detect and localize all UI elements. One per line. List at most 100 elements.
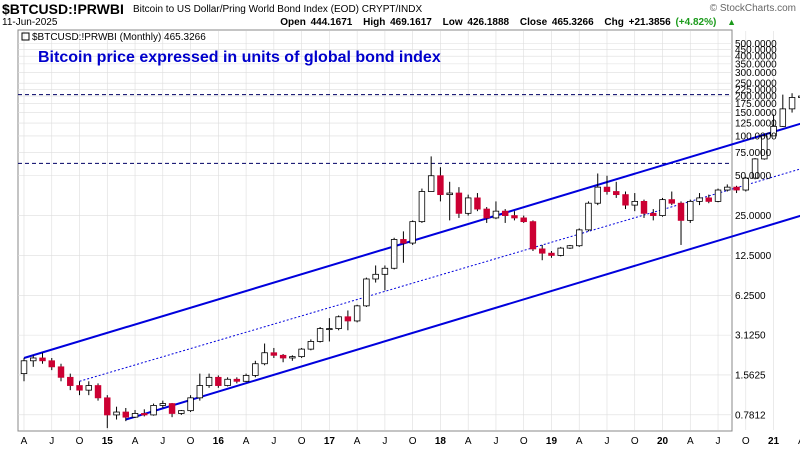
candle-body — [474, 197, 481, 210]
candle-body — [178, 410, 185, 414]
candle-body — [159, 403, 167, 406]
y-tick-label: 350.0000 — [735, 59, 777, 70]
y-tick-label: 500.0000 — [735, 39, 777, 50]
x-tick-label: O — [76, 436, 84, 447]
candle-body — [492, 210, 500, 219]
chart-title: Bitcoin price expressed in units of glob… — [38, 49, 441, 66]
ohlc-summary: Open 444.1671 High 469.1617 Low 426.1888… — [280, 17, 736, 28]
candle-body — [150, 405, 157, 416]
x-tick-label: 19 — [546, 436, 558, 447]
y-tick-label: 75.0000 — [735, 148, 772, 159]
candle-body — [733, 186, 740, 191]
candle-body — [353, 305, 361, 322]
candle-body — [446, 192, 453, 196]
y-tick-label: 300.0000 — [735, 68, 777, 79]
x-tick-label: O — [187, 436, 195, 447]
symbol-label: $BTCUSD:!PRWBI — [2, 1, 124, 17]
candle-body — [344, 316, 352, 322]
candle-body — [798, 95, 800, 98]
x-tick-label: 21 — [768, 436, 780, 447]
candle-body — [761, 135, 768, 160]
candle-body — [437, 175, 444, 196]
candle-body — [576, 229, 583, 247]
x-tick-label: 17 — [324, 436, 336, 447]
chart-date: 11-Jun-2025 — [2, 17, 58, 28]
candle-body — [548, 252, 555, 256]
y-tick-label: 225.0000 — [735, 85, 777, 96]
candle-body — [622, 194, 629, 206]
y-tick-label: 3.1250 — [735, 331, 766, 342]
trendlines — [23, 122, 800, 421]
candle-body — [316, 328, 324, 342]
x-tick-label: A — [21, 436, 28, 447]
high-label: High — [363, 17, 386, 28]
candle-body — [770, 125, 777, 137]
candle-body — [94, 385, 102, 399]
chart-legend: $BTCUSD:!PRWBI (Monthly) 465.3266 — [32, 32, 206, 43]
y-tick-label: 0.7812 — [735, 410, 766, 421]
low-label: Low — [442, 17, 463, 28]
candle-body — [501, 210, 509, 216]
candle-body — [538, 248, 546, 254]
candle-body — [427, 175, 435, 192]
x-tick-label: 15 — [102, 436, 114, 447]
candle-body — [566, 245, 574, 249]
candle-body — [594, 186, 601, 204]
candle-body — [603, 186, 611, 192]
candle-body — [187, 397, 194, 412]
candle-body — [724, 186, 731, 191]
candle-body — [659, 199, 666, 216]
high-value: 469.1617 — [390, 17, 432, 28]
y-tick-label: 200.0000 — [735, 92, 777, 103]
x-tick-label: O — [520, 436, 528, 447]
candle-body — [48, 360, 55, 368]
candle-body — [104, 397, 111, 416]
candle-body — [233, 378, 241, 382]
candle-body — [131, 413, 139, 418]
candle-body — [631, 200, 638, 206]
candle-body — [788, 97, 796, 110]
plot-frame — [17, 29, 733, 432]
x-tick-label: A — [576, 436, 583, 447]
candle-body — [613, 191, 620, 196]
x-tick-label: J — [49, 436, 54, 447]
candle-body — [677, 202, 685, 221]
candle-body — [67, 376, 74, 386]
candle-body — [483, 208, 490, 219]
candle-body — [289, 356, 296, 359]
x-tick-label: 16 — [213, 436, 225, 447]
y-tick-label: 175.0000 — [735, 99, 777, 110]
candle-body — [326, 328, 333, 331]
candle-body — [196, 385, 204, 399]
candle-body — [557, 247, 564, 256]
y-tick-label: 50.0000 — [735, 171, 772, 182]
x-tick-label: J — [382, 436, 387, 447]
x-tick-label: J — [493, 436, 498, 447]
candle-body — [511, 215, 518, 219]
candle-body — [141, 413, 148, 416]
x-tick-label: A — [798, 436, 800, 447]
close-label: Close — [519, 17, 548, 28]
x-tick-label: A — [354, 436, 361, 447]
candle-body — [381, 267, 389, 275]
x-tick-label: O — [409, 436, 417, 447]
trendline — [79, 168, 800, 382]
candle-body — [714, 189, 722, 202]
candle-body — [20, 360, 28, 375]
candle-body — [30, 357, 37, 362]
x-tick-label: J — [716, 436, 721, 447]
candle-body — [307, 341, 315, 350]
y-tick-label: 25.0000 — [735, 211, 772, 222]
chart-header: $BTCUSD:!PRWBI Bitcoin to US Dollar/Prin… — [0, 0, 800, 30]
candle-body — [85, 385, 92, 391]
up-arrow-icon: ▲ — [727, 17, 736, 27]
x-tick-label: 18 — [435, 436, 447, 447]
x-tick-label: O — [742, 436, 750, 447]
y-tick-label: 1.5625 — [735, 370, 766, 381]
candle-body — [242, 375, 250, 382]
legend-swatch — [21, 32, 30, 41]
chg-percent: (+4.82%) — [675, 17, 717, 28]
x-tick-label: A — [465, 436, 472, 447]
x-tick-label: O — [631, 436, 639, 447]
